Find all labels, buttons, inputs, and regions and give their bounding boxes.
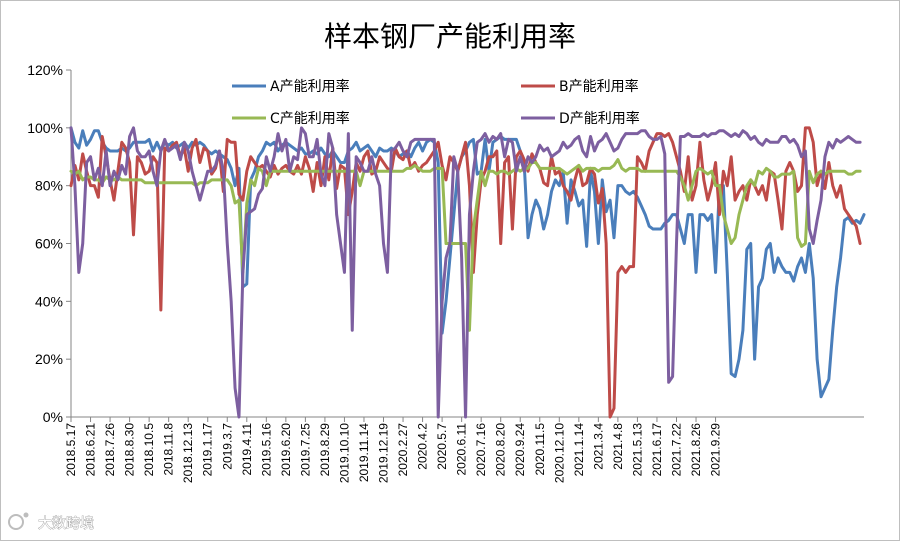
x-tick-label: 2019.5.16 — [259, 423, 273, 477]
x-tick-label: 2021.7.22 — [669, 423, 683, 477]
x-tick-label: 2020.12.10 — [552, 423, 566, 483]
x-tick-label: 2020.5.7 — [435, 423, 449, 470]
legend-label-d: D产能利用率 — [559, 110, 640, 127]
x-tick-label: 2021.6.17 — [650, 423, 664, 477]
x-tick-label: 2019.12.19 — [377, 423, 391, 483]
x-tick-label: 2019.7.25 — [298, 423, 312, 477]
x-tick-label: 2019.8.29 — [318, 423, 332, 477]
y-tick-label: 60% — [35, 236, 63, 252]
y-tick-label: 0% — [43, 409, 63, 425]
x-tick-label: 2020.7.16 — [474, 423, 488, 477]
x-tick-label: 2020.11.5 — [533, 423, 547, 476]
x-tick-label: 2018.12.13 — [181, 423, 195, 483]
x-tick-label: 2019.3.7 — [220, 423, 234, 470]
x-tick-label: 2020.6.11 — [455, 423, 469, 476]
x-axis: 2018.5.17 2018.6.21 2018.7.26 2018.8.30 2018… — [64, 416, 864, 483]
legend-label-c: C产能利用率 — [270, 110, 350, 127]
x-tick-label: 2020.8.20 — [494, 423, 508, 477]
x-tick-label: 2019.10.10 — [337, 423, 351, 483]
y-tick-label: 100% — [27, 120, 63, 136]
y-tick-label: 80% — [35, 178, 63, 194]
x-tick-label: 2019.4.11 — [240, 423, 254, 476]
x-tick-label: 2020.2.27 — [396, 423, 410, 477]
x-tick-label: 2019.1.17 — [201, 423, 215, 477]
x-tick-label: 2020.9.24 — [513, 423, 527, 477]
watermark: 大数跨境 — [8, 512, 94, 532]
legend-label-b: B产能利用率 — [559, 78, 639, 95]
x-tick-label: 2021.3.4 — [591, 423, 605, 470]
y-tick-label: 40% — [35, 293, 63, 309]
series-line-a — [69, 126, 866, 399]
watermark-text: 大数跨境 — [38, 516, 94, 532]
legend: A产能利用率 B产能利用率 C产能利用率 D产能利用率 — [232, 78, 640, 127]
watermark-logo-icon — [8, 514, 24, 530]
y-tick-label: 20% — [35, 351, 63, 367]
series-line-b — [69, 126, 862, 419]
series-layer — [69, 126, 866, 419]
x-tick-label: 2018.5.17 — [64, 423, 78, 477]
legend-label-a: A产能利用率 — [270, 78, 350, 95]
series-line-c — [69, 158, 862, 332]
x-tick-label: 2020.4.2 — [416, 423, 430, 470]
x-tick-label: 2018.6.21 — [84, 423, 98, 477]
chart-title: 样本钢厂产能利用率 — [324, 20, 576, 53]
x-tick-label: 2021.1.14 — [572, 423, 586, 477]
x-tick-label: 2018.10.5 — [142, 423, 156, 477]
x-tick-label: 2019.6.20 — [279, 423, 293, 477]
x-tick-label: 2019.11.14 — [357, 423, 371, 482]
watermark-logo-dot-icon — [23, 512, 29, 518]
x-tick-label: 2021.4.8 — [611, 423, 625, 470]
x-tick-label: 2021.9.29 — [709, 423, 723, 477]
y-tick-label: 120% — [27, 62, 63, 78]
x-tick-label: 2018.8.30 — [123, 423, 137, 477]
x-tick-label: 2018.7.26 — [103, 423, 117, 477]
x-tick-label: 2021.8.26 — [689, 423, 703, 477]
x-tick-label: 2021.5.13 — [630, 423, 644, 477]
series-line-d — [69, 126, 862, 419]
x-tick-label: 2018.11.8 — [162, 423, 176, 476]
